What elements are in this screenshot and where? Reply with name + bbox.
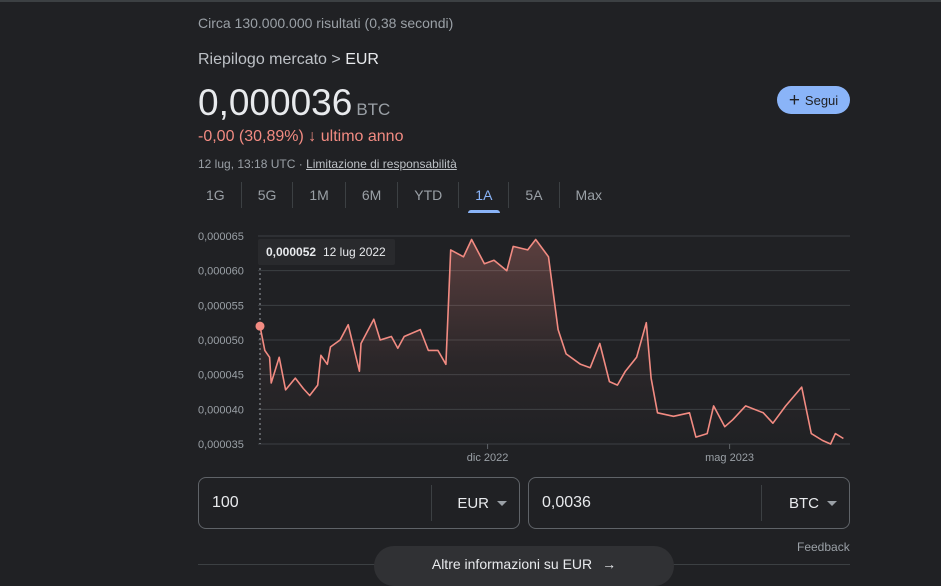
from-amount-input[interactable]: 100 (199, 494, 431, 512)
tooltip-value: 0,000052 (266, 245, 316, 259)
from-currency: EUR (457, 495, 489, 512)
dropdown-caret-icon (827, 501, 837, 506)
to-currency: BTC (789, 495, 819, 512)
y-tick-label: 0,000035 (198, 439, 244, 451)
dropdown-caret-icon (497, 501, 507, 506)
x-tick-label: dic 2022 (467, 452, 509, 464)
y-tick-label: 0,000055 (198, 300, 244, 312)
converter-to: 0,0036 BTC (528, 477, 850, 529)
more-info-button[interactable]: Altre informazioni su EUR → (374, 546, 674, 586)
feedback-link[interactable]: Feedback (797, 540, 850, 554)
hover-point (256, 322, 265, 331)
x-tick-label: mag 2023 (705, 452, 754, 464)
converter-from: 100 EUR (198, 477, 520, 529)
y-tick-label: 0,000045 (198, 370, 244, 382)
y-tick-label: 0,000040 (198, 404, 244, 416)
price-chart[interactable]: 0,000065 0,000060 0,000055 0,000050 0,000045… (0, 0, 941, 470)
y-tick-label: 0,000060 (198, 266, 244, 278)
y-tick-label: 0,000050 (198, 335, 244, 347)
to-currency-select[interactable]: BTC (761, 485, 849, 521)
tooltip-date: 12 lug 2022 (323, 245, 386, 259)
from-currency-select[interactable]: EUR (431, 485, 519, 521)
y-tick-label: 0,000065 (198, 231, 244, 243)
to-amount-input[interactable]: 0,0036 (529, 494, 761, 512)
